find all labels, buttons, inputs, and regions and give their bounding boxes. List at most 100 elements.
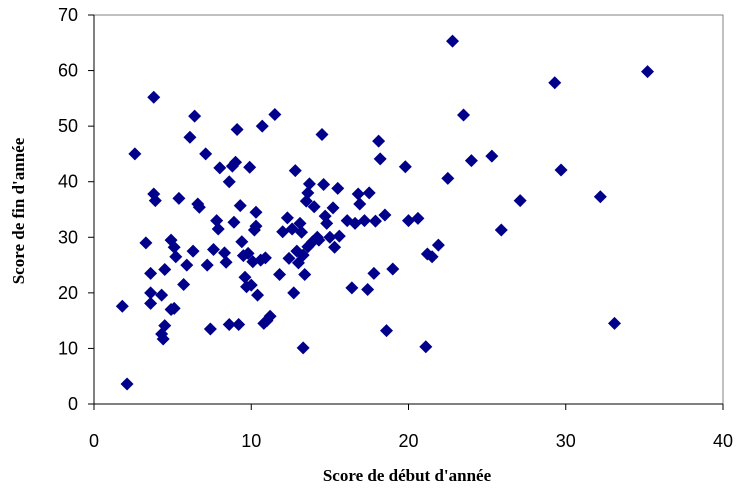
data-point: [255, 119, 269, 133]
data-point: [296, 248, 310, 262]
data-point: [287, 286, 301, 300]
data-point: [464, 154, 478, 168]
data-point: [172, 191, 186, 205]
data-point: [398, 160, 412, 174]
x-tick-label: 20: [398, 431, 418, 451]
data-point: [258, 251, 272, 265]
y-tick-label: 40: [58, 172, 78, 192]
x-axis-title: Score de début d'année: [323, 466, 492, 485]
data-point: [315, 127, 329, 141]
data-point: [323, 230, 337, 244]
data-point: [441, 171, 455, 185]
data-point: [302, 177, 316, 191]
data-point: [317, 177, 331, 191]
data-point: [331, 181, 345, 195]
axes: [88, 14, 724, 410]
data-point: [641, 65, 655, 79]
data-point: [348, 216, 362, 230]
data-point: [280, 211, 294, 225]
x-tick-label: 10: [241, 431, 261, 451]
data-point: [232, 318, 246, 332]
data-point: [203, 322, 217, 336]
data-point: [357, 214, 371, 228]
data-point: [379, 324, 393, 338]
data-point: [320, 216, 334, 230]
data-point: [169, 250, 183, 264]
data-point: [299, 194, 313, 208]
data-point: [345, 281, 359, 295]
data-point: [222, 175, 236, 189]
data-point: [238, 270, 252, 284]
data-point: [128, 147, 142, 161]
data-point: [362, 186, 376, 200]
data-point: [120, 377, 134, 391]
data-point: [402, 214, 415, 228]
data-point: [332, 229, 346, 243]
data-point: [268, 107, 282, 121]
data-point: [301, 186, 315, 200]
data-point: [167, 301, 181, 315]
data-point: [183, 130, 197, 144]
data-point: [378, 208, 392, 222]
data-point: [219, 255, 233, 269]
data-point: [249, 219, 263, 233]
data-point: [207, 243, 221, 257]
y-tick-label: 50: [58, 116, 78, 136]
data-point: [607, 316, 621, 330]
y-axis-title: Score de fin d'année: [9, 137, 28, 284]
data-point: [227, 215, 241, 229]
data-point: [158, 319, 172, 333]
data-point: [548, 76, 562, 90]
x-tick-label: 30: [556, 431, 576, 451]
data-point: [295, 225, 309, 239]
data-point: [139, 236, 153, 250]
data-point: [312, 233, 326, 247]
data-point: [156, 332, 170, 346]
data-point: [367, 266, 381, 280]
data-point: [263, 309, 277, 323]
data-point: [188, 109, 202, 123]
data-point: [144, 266, 158, 280]
data-point: [230, 122, 244, 136]
data-point: [241, 246, 255, 260]
data-points: [115, 34, 655, 391]
data-point: [554, 163, 568, 177]
data-point: [148, 194, 162, 208]
data-point: [288, 164, 302, 178]
data-point: [158, 263, 172, 277]
data-point: [353, 197, 367, 211]
y-tick-label: 30: [58, 227, 78, 247]
x-tick-label: 0: [89, 431, 99, 451]
data-point: [249, 205, 263, 219]
data-point: [368, 214, 382, 228]
data-point: [420, 247, 434, 261]
data-point: [235, 235, 249, 249]
tick-labels: 0 10 20 30 40 50 60 70 0 10 20 30 40: [58, 5, 733, 451]
plot-area-frame: [93, 14, 724, 405]
data-point: [513, 194, 527, 208]
data-point: [386, 262, 400, 276]
data-point: [213, 161, 227, 175]
data-point: [186, 244, 200, 258]
data-point: [361, 283, 375, 297]
data-point: [373, 152, 387, 166]
data-point: [144, 296, 158, 310]
y-tick-label: 10: [58, 338, 78, 358]
data-point: [593, 190, 607, 204]
data-point: [233, 199, 247, 213]
data-point: [431, 238, 445, 252]
data-point: [243, 160, 257, 174]
data-point: [244, 278, 258, 292]
data-point: [167, 240, 181, 254]
data-point: [144, 286, 158, 300]
data-point: [307, 200, 321, 214]
data-point: [282, 251, 296, 265]
y-tick-label: 70: [58, 5, 78, 25]
data-point: [351, 187, 365, 201]
data-point: [446, 34, 460, 48]
data-point: [192, 200, 206, 214]
y-tick-label: 20: [58, 283, 78, 303]
data-point: [411, 211, 425, 225]
y-tick-label: 60: [58, 61, 78, 81]
